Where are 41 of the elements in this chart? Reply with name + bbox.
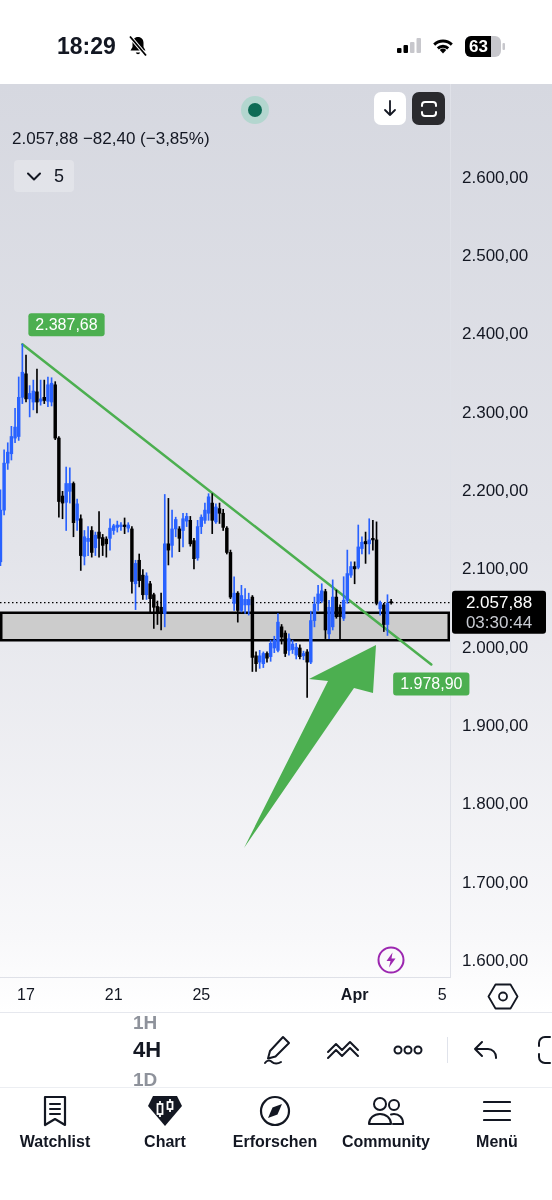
y-tick-label: 1.900,00 [462, 716, 529, 736]
y-tick-label: 2.000,00 [462, 637, 529, 657]
candlestick [305, 649, 309, 698]
y-tick-label: 1.700,00 [462, 872, 529, 892]
data-label: 1.978,90 [400, 675, 463, 693]
text: 4H [133, 1037, 162, 1062]
x-tick-label: Apr [340, 986, 369, 1004]
text: 1D [133, 1069, 158, 1090]
candlestick [243, 588, 247, 614]
text: Menü [476, 1132, 518, 1152]
candlestick [42, 379, 46, 404]
text: Erforschen [232, 1132, 318, 1152]
text: Chart [144, 1132, 186, 1152]
y-tick-label: 2.600,00 [462, 167, 529, 187]
text: 2.057,88 −82,40 (−3,85%) [12, 129, 210, 149]
x-tick-label: 25 [192, 986, 211, 1004]
candlestick [35, 368, 39, 414]
text: Community [342, 1132, 430, 1152]
toggle-button: 5 [14, 160, 74, 192]
annotation: 5 [54, 165, 65, 187]
text: 18:29 [57, 33, 116, 59]
y-tick-label: 2.200,00 [462, 481, 529, 501]
x-tick-label: 17 [17, 986, 36, 1004]
data-label: 2.387,68 [35, 316, 98, 334]
y-tick-label: 2.300,00 [462, 402, 529, 422]
x-tick-label: 21 [104, 986, 123, 1004]
x-tick-label: 5 [437, 986, 447, 1004]
candlestick [86, 526, 90, 556]
y-tick-label: 2.100,00 [462, 559, 529, 579]
y-tick-label: 2.500,00 [462, 246, 529, 266]
text: 1H [133, 1012, 158, 1033]
candlestick [367, 518, 371, 555]
y-tick-label: 1.600,00 [462, 951, 529, 971]
y-tick-label: 1.800,00 [462, 794, 529, 814]
candlestick [119, 522, 123, 531]
y-tick-label: 2.400,00 [462, 324, 529, 344]
text: 63 [469, 36, 488, 57]
ref-line-label: 2.057,88 [465, 593, 533, 613]
candlestick [97, 511, 101, 558]
text: Watchlist [19, 1132, 91, 1152]
text: 03:30:44 [465, 613, 533, 633]
